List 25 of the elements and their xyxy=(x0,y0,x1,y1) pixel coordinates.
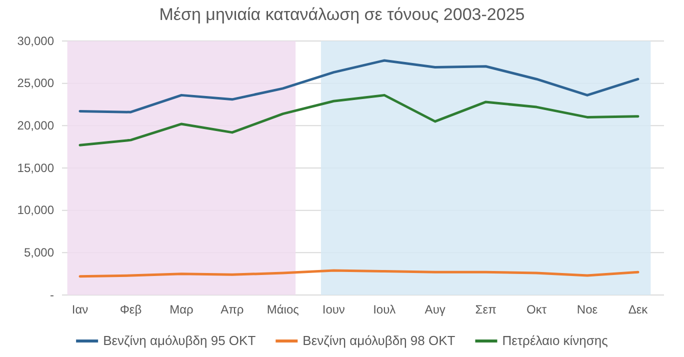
y-tick-label: - xyxy=(50,288,54,302)
x-tick-label: Αυγ xyxy=(424,302,446,317)
y-tick-label: 5,000 xyxy=(24,246,54,260)
x-tick-label: Ιουλ xyxy=(373,302,396,317)
x-tick-label: Μαρ xyxy=(170,302,194,317)
legend-label: Βενζίνη αμόλυβδη 98 ΟΚΤ xyxy=(302,333,456,348)
x-tick-label: Νοε xyxy=(576,302,598,317)
x-tick-label: Ιαν xyxy=(72,302,88,317)
x-tick-label: Οκτ xyxy=(526,302,547,317)
x-tick-label: Φεβ xyxy=(120,302,142,317)
y-tick-label: 20,000 xyxy=(17,118,54,133)
x-tick-label: Απρ xyxy=(220,302,244,317)
y-tick-label: 30,000 xyxy=(17,34,54,48)
x-tick-label: Σεπ xyxy=(475,302,496,317)
line-series xyxy=(78,94,640,146)
chart-title: Μέση μηνιαία κατανάλωση σε τόνους 2003-2025 xyxy=(159,5,525,24)
x-tick-label: Δεκ xyxy=(628,302,649,317)
legend-label: Πετρέλαιο κίνησης xyxy=(502,333,608,348)
x-tick-label: Μάιος xyxy=(266,302,300,317)
y-tick-label: 15,000 xyxy=(17,160,54,175)
y-tick-label: 25,000 xyxy=(17,76,54,90)
y-tick-label: 10,000 xyxy=(17,203,54,218)
line-series xyxy=(78,59,640,114)
x-tick-label: Ιουν xyxy=(322,302,345,317)
legend-label: Βενζίνη αμόλυβδη 95 ΟΚΤ xyxy=(103,333,256,348)
